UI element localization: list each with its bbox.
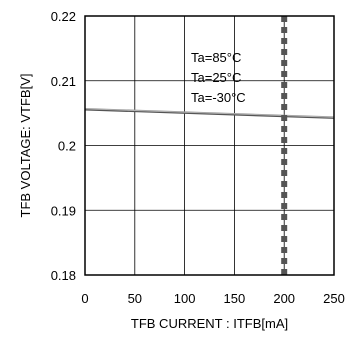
legend-label: Ta=85°C [191, 50, 241, 65]
legend-label: Ta=-30°C [191, 90, 246, 105]
y-tick-label: 0.22 [51, 9, 76, 24]
legend-label: Ta=25°C [191, 70, 241, 85]
y-tick-label: 0.2 [58, 139, 76, 154]
plot-frame [84, 15, 335, 276]
x-tick-label: 250 [323, 291, 345, 306]
y-axis-label: TFB VOLTAGE: VTFB[V] [18, 74, 33, 218]
y-tick-label: 0.21 [51, 74, 76, 89]
y-tick-labels: 0.18 0.19 0.2 0.21 0.22 [51, 9, 76, 283]
grid [85, 16, 334, 275]
x-tick-label: 200 [273, 291, 295, 306]
x-tick-label: 150 [224, 291, 246, 306]
series-line [84, 107, 335, 118]
x-tick-labels: 0 50 100 150 200 250 [81, 291, 344, 306]
y-tick-label: 0.19 [51, 203, 76, 218]
legend: Ta=85°C Ta=25°C Ta=-30°C [191, 50, 246, 105]
series-line [84, 109, 335, 119]
x-axis-label: TFB CURRENT : ITFB[mA] [131, 316, 288, 331]
x-tick-label: 100 [174, 291, 196, 306]
series-line [84, 108, 335, 119]
series-group [84, 107, 335, 119]
x-tick-label: 50 [128, 291, 142, 306]
y-tick-label: 0.18 [51, 268, 76, 283]
x-tick-label: 0 [81, 291, 88, 306]
